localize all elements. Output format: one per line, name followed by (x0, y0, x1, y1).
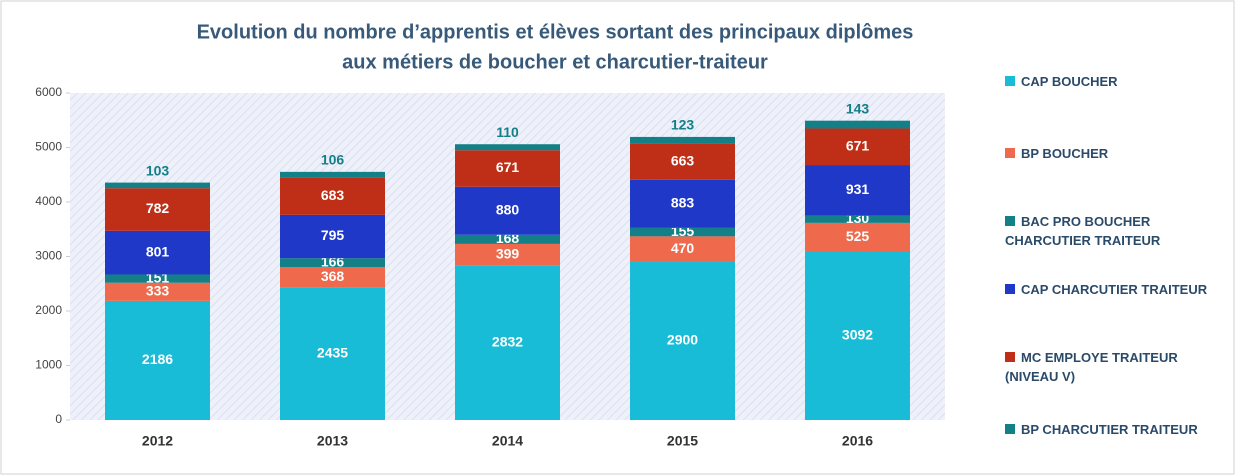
data-label: 671 (496, 159, 520, 175)
bar-segment (630, 261, 735, 420)
bar-segment (805, 251, 910, 420)
data-label: 880 (496, 201, 520, 217)
y-tick-label: 2000 (35, 303, 62, 317)
bar-segment (105, 182, 210, 189)
bar-segment (630, 236, 735, 262)
legend-swatch (1005, 352, 1015, 362)
data-label: 110 (496, 124, 519, 140)
legend-label: BP BOUCHER (1021, 146, 1109, 161)
x-tick-label: 2014 (492, 433, 523, 449)
x-tick-label: 2013 (317, 433, 348, 449)
bar-segment (280, 214, 385, 259)
data-label: 333 (146, 282, 170, 298)
legend-swatch (1005, 148, 1015, 158)
bar-segment (630, 136, 735, 144)
legend-item: BP CHARCUTIER TRAITEUR (1005, 420, 1217, 439)
bar-segment (805, 165, 910, 216)
x-tick-label: 2012 (142, 433, 173, 449)
legend-label: MC EMPLOYE TRAITEUR (NIVEAU V) (1005, 350, 1178, 384)
data-label: 3092 (842, 326, 873, 342)
bar-segment (455, 243, 560, 266)
x-tick-label: 2016 (842, 433, 873, 449)
legend-item: CAP BOUCHER (1005, 72, 1217, 91)
bar-segment (455, 186, 560, 235)
y-tick-label: 3000 (35, 249, 62, 263)
data-label: 399 (496, 245, 520, 261)
bar-segment (455, 234, 560, 244)
legend-label: CAP CHARCUTIER TRAITEUR (1021, 282, 1208, 297)
legend-swatch (1005, 424, 1015, 434)
bar-segment (805, 215, 910, 223)
data-label: 795 (321, 227, 345, 243)
legend-label: BP CHARCUTIER TRAITEUR (1021, 422, 1198, 437)
data-label: 143 (846, 100, 870, 116)
data-label: 683 (321, 187, 345, 203)
data-label: 470 (671, 240, 695, 256)
x-tick-label: 2015 (667, 433, 698, 449)
legend-label: BAC PRO BOUCHER CHARCUTIER TRAITEUR (1005, 214, 1161, 248)
bar-segment (805, 128, 910, 166)
legend-item: BP BOUCHER (1005, 144, 1217, 163)
data-label: 2900 (667, 332, 698, 348)
bar-segment (630, 143, 735, 180)
y-tick-label: 0 (55, 412, 62, 426)
legend-item: MC EMPLOYE TRAITEUR (NIVEAU V) (1005, 348, 1217, 386)
data-label: 2832 (492, 334, 523, 350)
y-tick-label: 1000 (35, 358, 62, 372)
legend-label: CAP BOUCHER (1021, 74, 1118, 89)
data-label: 103 (146, 162, 170, 178)
bar-segment (105, 282, 210, 301)
data-label: 106 (321, 152, 345, 168)
chart-title: aux métiers de boucher et charcutier-tra… (342, 51, 768, 73)
data-label: 368 (321, 268, 345, 284)
bar-segment (280, 258, 385, 268)
data-label: 801 (146, 243, 170, 259)
y-tick-label: 6000 (35, 85, 62, 99)
bar-segment (280, 267, 385, 288)
bar-segment (805, 222, 910, 252)
bar-segment (105, 274, 210, 283)
bar-segment (455, 150, 560, 187)
legend-item: CAP CHARCUTIER TRAITEUR (1005, 280, 1217, 299)
legend-swatch (1005, 284, 1015, 294)
bar-segment (105, 188, 210, 231)
legend-swatch (1005, 216, 1015, 226)
data-label: 782 (146, 200, 170, 216)
y-tick-label: 4000 (35, 194, 62, 208)
y-tick-label: 5000 (35, 140, 62, 154)
bar-segment (455, 265, 560, 420)
bar-segment (630, 179, 735, 228)
bar-segment (105, 230, 210, 275)
bar-segment (280, 287, 385, 420)
data-label: 525 (846, 228, 870, 244)
chart-title: Evolution du nombre d’apprentis et élève… (197, 21, 914, 43)
legend-swatch (1005, 76, 1015, 86)
bar-segment (455, 144, 560, 151)
data-label: 671 (846, 137, 870, 153)
legend-item: BAC PRO BOUCHER CHARCUTIER TRAITEUR (1005, 212, 1217, 250)
bar-segment (280, 177, 385, 215)
data-label: 883 (671, 195, 695, 211)
data-label: 2435 (317, 344, 348, 360)
data-label: 663 (671, 152, 695, 168)
data-label: 2186 (142, 351, 173, 367)
bar-segment (630, 227, 735, 237)
data-label: 931 (846, 181, 870, 197)
bar-segment (805, 120, 910, 129)
bar-segment (280, 171, 385, 178)
data-label: 123 (671, 117, 695, 133)
bar-segment (105, 300, 210, 420)
